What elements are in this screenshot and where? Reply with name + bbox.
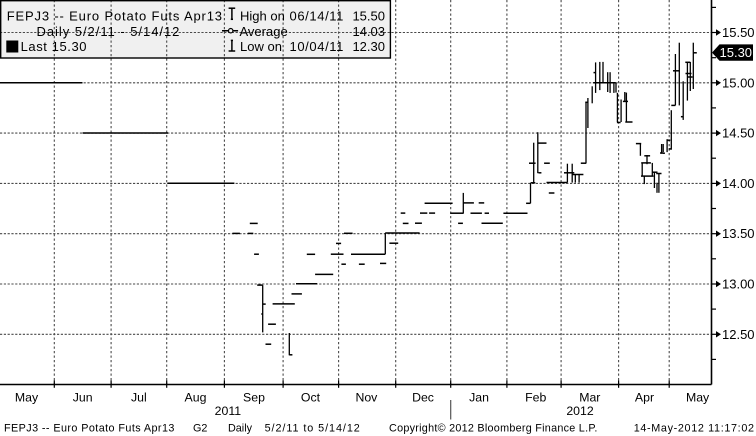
svg-text:Daily 5/2/11 - 5/14/12: Daily 5/2/11 - 5/14/12 [37, 24, 180, 39]
svg-text:14.03: 14.03 [352, 24, 385, 39]
svg-text:12.30: 12.30 [352, 39, 385, 54]
svg-text:G2: G2 [193, 423, 207, 435]
svg-text:5/2/11 to 5/14/12: 5/2/11 to 5/14/12 [265, 423, 360, 435]
svg-text:Low on: Low on [240, 39, 282, 54]
svg-text:15.50: 15.50 [722, 25, 755, 40]
svg-text:13.50: 13.50 [722, 226, 755, 241]
svg-text:14-May-2012 11:17:02: 14-May-2012 11:17:02 [634, 423, 754, 435]
svg-text:Copyright© 2012 Bloomberg Fina: Copyright© 2012 Bloomberg Finance L.P. [389, 423, 597, 435]
svg-text:12.50: 12.50 [722, 327, 755, 342]
svg-text:2012: 2012 [566, 404, 594, 418]
svg-text:14.50: 14.50 [722, 126, 755, 141]
svg-text:Dec: Dec [412, 391, 434, 405]
svg-text:Last 15.30: Last 15.30 [21, 39, 87, 54]
svg-text:FEPJ3 -- Euro Potato Futs Apr: FEPJ3 -- Euro Potato Futs Apr13 [7, 8, 222, 23]
svg-text:May: May [15, 391, 39, 405]
svg-text:13.00: 13.00 [722, 277, 755, 292]
svg-text:15.00: 15.00 [722, 75, 755, 90]
svg-text:15.50: 15.50 [352, 8, 385, 23]
svg-text:Oct: Oct [301, 391, 321, 405]
svg-text:10/04/11: 10/04/11 [290, 39, 344, 54]
svg-text:Jan: Jan [469, 391, 489, 405]
svg-text:Mar: Mar [579, 391, 600, 405]
svg-text:Jul: Jul [131, 391, 147, 405]
svg-text:High on: High on [240, 8, 285, 23]
svg-text:15.30: 15.30 [720, 45, 753, 60]
svg-text:06/14/11: 06/14/11 [290, 8, 344, 23]
svg-text:Aug: Aug [185, 391, 207, 405]
svg-text:FEPJ3 -- Euro Potato Futs Apr: FEPJ3 -- Euro Potato Futs Apr13 [4, 423, 174, 435]
svg-text:Apr: Apr [635, 391, 654, 405]
svg-text:Sep: Sep [243, 391, 265, 405]
svg-text:Feb: Feb [525, 391, 546, 405]
svg-text:Average: Average [240, 24, 288, 39]
svg-text:Nov: Nov [355, 391, 378, 405]
svg-text:2011: 2011 [215, 404, 242, 418]
svg-text:14.00: 14.00 [722, 176, 755, 191]
svg-text:May: May [686, 391, 710, 405]
svg-text:Jun: Jun [73, 391, 93, 405]
svg-text:Daily: Daily [228, 423, 253, 435]
